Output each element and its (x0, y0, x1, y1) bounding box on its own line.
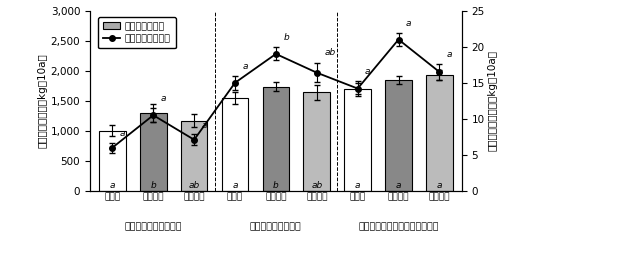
Text: ライシメーター水田（施肥区）: ライシメーター水田（施肥区） (358, 223, 439, 232)
Text: b: b (151, 181, 156, 190)
Text: a: a (447, 50, 452, 59)
Text: b: b (273, 181, 279, 190)
Text: ab: ab (311, 181, 322, 190)
Bar (99, 131, 126, 191)
Text: ab: ab (188, 181, 200, 190)
Bar (263, 87, 289, 191)
Text: a: a (110, 181, 115, 190)
Text: a: a (202, 121, 207, 130)
Text: a: a (242, 61, 248, 70)
Text: a: a (406, 19, 412, 28)
Y-axis label: 黄熟期乾物収量（kg／10a）: 黄熟期乾物収量（kg／10a） (38, 53, 48, 148)
Text: a: a (436, 181, 442, 190)
Bar (344, 89, 371, 191)
Bar (140, 113, 167, 191)
Bar (426, 75, 453, 191)
Text: 水田圃場（施肥区）: 水田圃場（施肥区） (250, 223, 302, 232)
Text: a: a (120, 129, 125, 138)
Text: ab: ab (324, 48, 335, 57)
Text: a: a (365, 66, 371, 76)
Y-axis label: 黄熟期窒素吸収量（kg／10a）: 黄熟期窒素吸収量（kg／10a） (488, 50, 498, 151)
Text: a: a (396, 181, 401, 190)
Text: b: b (283, 33, 289, 42)
Bar (222, 98, 248, 191)
Text: a: a (232, 181, 238, 190)
Bar (304, 92, 330, 191)
Text: 水田圃場（無窒素区）: 水田圃場（無窒素区） (125, 223, 182, 232)
Text: a: a (355, 181, 360, 190)
Text: a: a (161, 94, 166, 103)
Bar (181, 121, 208, 191)
Legend: 黄熟期乾物収量, 黄熟期窒素吸収量: 黄熟期乾物収量, 黄熟期窒素吸収量 (99, 17, 175, 48)
Bar (385, 80, 412, 191)
